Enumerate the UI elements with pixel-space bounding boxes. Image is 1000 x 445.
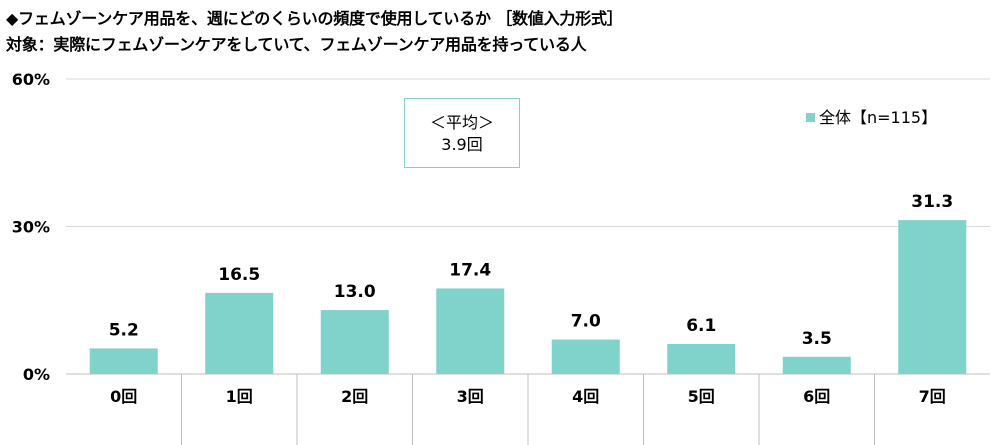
average-label: ＜平均＞ — [429, 113, 494, 132]
x-tick-label: 6回 — [803, 387, 830, 406]
legend-swatch — [806, 113, 815, 122]
bar — [667, 344, 736, 374]
bar — [898, 220, 967, 374]
average-value: 3.9回 — [441, 135, 483, 154]
data-label: 7.0 — [571, 312, 601, 332]
data-label: 3.5 — [802, 329, 832, 349]
bar — [436, 288, 505, 374]
bar — [205, 292, 274, 374]
y-tick-label: 60% — [12, 70, 50, 89]
y-tick-label: 30% — [12, 218, 50, 237]
x-tick-label: 2回 — [341, 387, 368, 406]
bar — [782, 356, 851, 374]
data-label: 6.1 — [686, 316, 716, 336]
y-tick-label: 0% — [23, 365, 50, 384]
x-tick-label: 0回 — [110, 387, 137, 406]
chart-subtitle: 対象：実際にフェムゾーンケアをしていて、フェムゾーンケア用品を持っている人 — [6, 35, 587, 54]
x-tick-label: 7回 — [919, 387, 946, 406]
x-tick-label: 5回 — [688, 387, 715, 406]
bar — [89, 348, 158, 374]
legend: 全体【n=115】 — [806, 104, 937, 128]
data-label: 13.0 — [334, 282, 376, 302]
data-label: 17.4 — [449, 260, 491, 280]
x-tick-label: 3回 — [457, 387, 484, 406]
bar — [551, 339, 620, 374]
x-tick-label: 1回 — [226, 387, 253, 406]
legend-label: 全体【n=115】 — [819, 108, 938, 127]
data-label: 31.3 — [911, 192, 953, 212]
bar — [320, 310, 389, 374]
average-box: ＜平均＞ 3.9回 — [404, 98, 520, 168]
data-label: 5.2 — [109, 320, 139, 340]
x-tick-label: 4回 — [572, 387, 599, 406]
chart-title: ◆フェムゾーンケア用品を、週にどのくらいの頻度で使用しているか ［数値入力形式］ — [6, 9, 623, 28]
data-label: 16.5 — [218, 265, 260, 285]
